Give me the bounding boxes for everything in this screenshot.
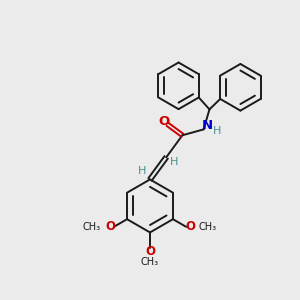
Text: H: H: [213, 126, 221, 136]
Text: O: O: [145, 245, 155, 258]
Text: O: O: [158, 115, 169, 128]
Text: CH₃: CH₃: [141, 257, 159, 268]
Text: CH₃: CH₃: [82, 222, 100, 232]
Text: N: N: [202, 119, 213, 132]
Text: H: H: [170, 157, 178, 167]
Text: CH₃: CH₃: [199, 222, 217, 232]
Text: O: O: [185, 220, 195, 233]
Text: H: H: [138, 166, 146, 176]
Text: O: O: [105, 220, 115, 233]
